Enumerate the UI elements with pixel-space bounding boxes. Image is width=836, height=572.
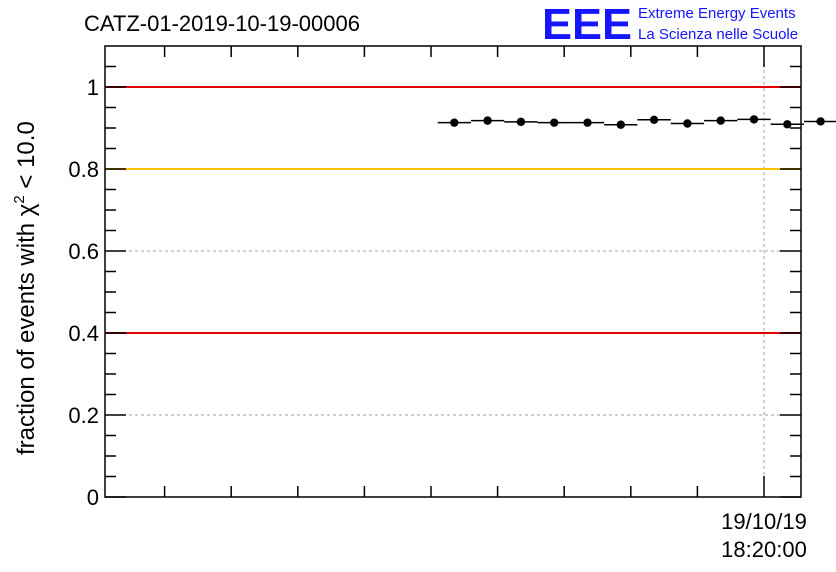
data-point	[783, 120, 792, 129]
y-tick-label: 0.6	[68, 239, 99, 264]
chart-title: CATZ-01-2019-10-19-00006	[84, 11, 360, 36]
y-tick-label: 0.4	[68, 321, 99, 346]
y-tick-label: 0	[87, 485, 99, 510]
y-axis-label-prefix: fraction of events with	[13, 216, 40, 455]
data-point	[649, 115, 659, 125]
y-tick-label: 0.2	[68, 403, 99, 428]
y-tick-label: 1	[87, 75, 99, 100]
eee-logo: EEE Extreme Energy Events La Scienza nel…	[542, 0, 798, 49]
plot-frame	[104, 45, 802, 498]
eee-logo-line1: Extreme Energy Events	[638, 5, 796, 22]
data-point	[816, 117, 825, 126]
eee-logo-letters: EEE	[542, 0, 632, 49]
grid-lines	[105, 46, 801, 497]
y-tick-label: 0.8	[68, 157, 99, 182]
data-point	[550, 118, 559, 127]
data-point	[749, 115, 759, 124]
data-point	[483, 116, 492, 125]
y-axis-label-symbol: χ	[13, 203, 40, 216]
y-axis-label: fraction of events with χ2 < 10.0	[11, 121, 40, 455]
eee-logo-line2: La Scienza nelle Scuole	[638, 26, 798, 43]
data-point	[450, 118, 459, 127]
y-axis-label-superscript: 2	[11, 195, 28, 203]
data-point	[616, 120, 626, 129]
data-points	[437, 115, 836, 129]
y-axis: 0 0.2 0.4 0.6 0.8 1	[68, 65, 801, 510]
data-point	[583, 118, 592, 127]
reference-lines	[105, 86, 801, 334]
data-point	[516, 117, 526, 127]
x-tick-label-time: 18:20:00	[721, 537, 807, 562]
data-point	[716, 116, 725, 125]
x-tick-label-date: 19/10/19	[721, 509, 807, 534]
data-point	[683, 119, 692, 128]
y-axis-label-suffix: < 10.0	[13, 121, 40, 195]
